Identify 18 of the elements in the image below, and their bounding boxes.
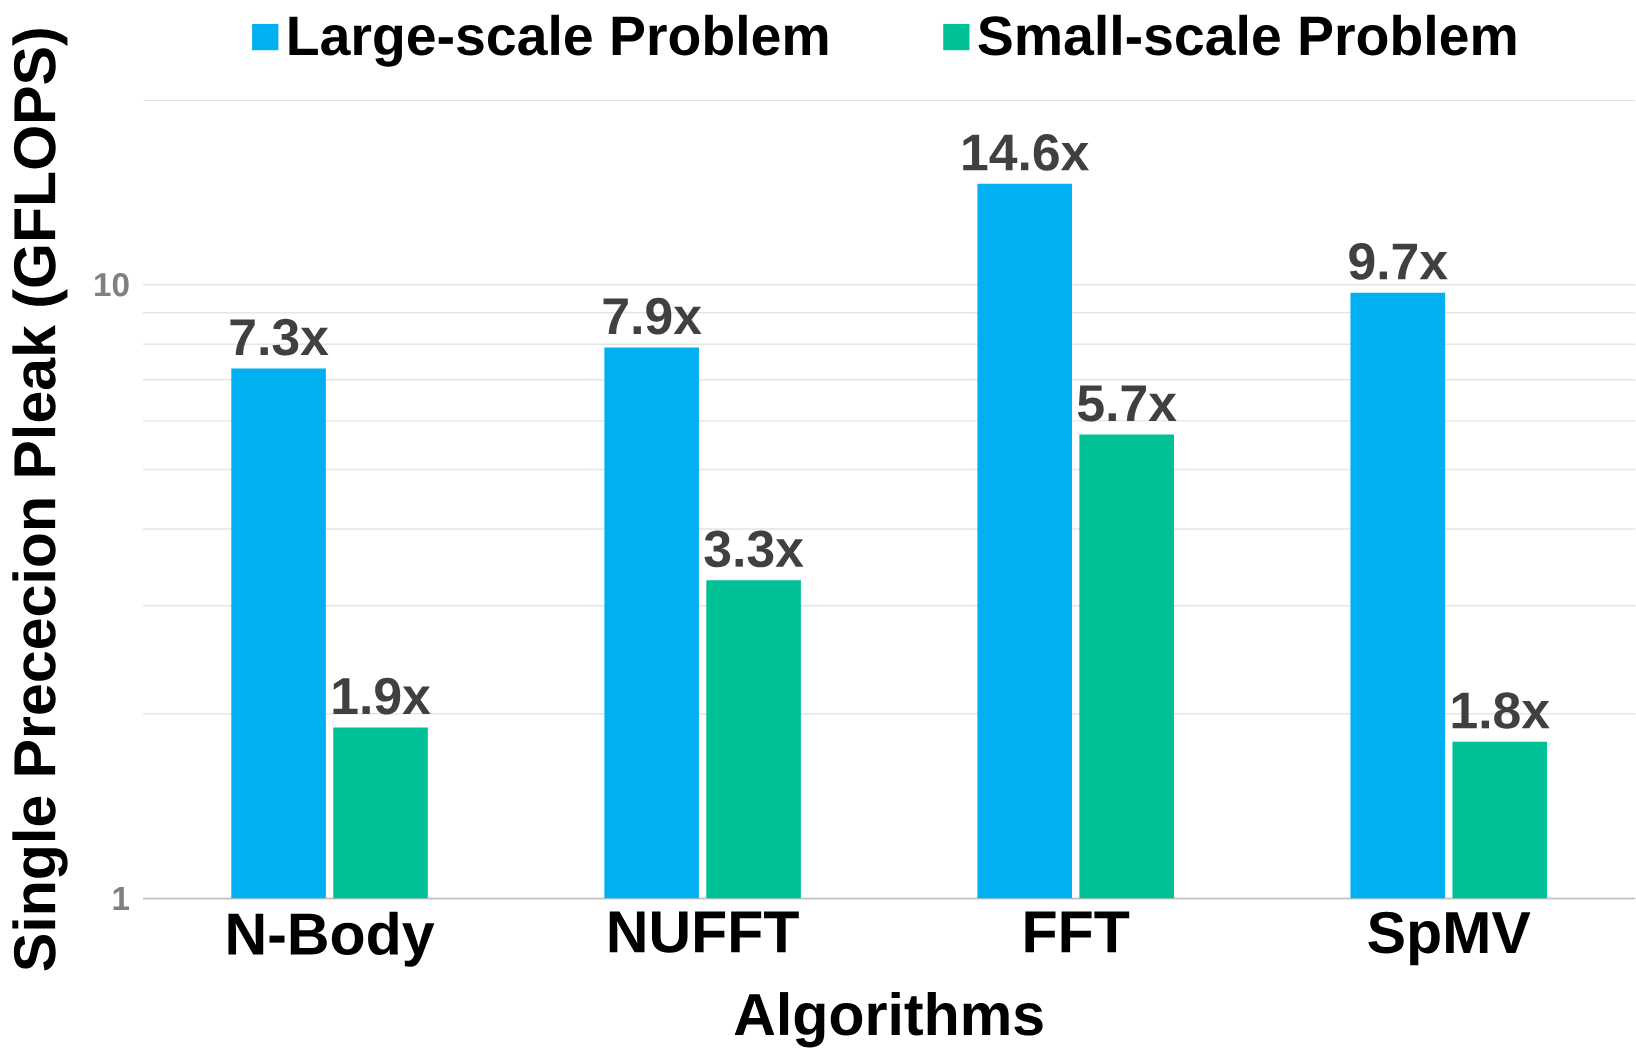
data-label: 1.9x xyxy=(333,677,431,715)
data-label: 3.3x xyxy=(704,530,804,568)
data-label: 14.6x xyxy=(963,134,1090,171)
data-label: 9.7x xyxy=(1349,243,1448,280)
legend-label: Small-scale Problem xyxy=(978,14,1516,56)
y-tick-label: 1 xyxy=(113,887,130,911)
data-label: 7.9x xyxy=(603,298,702,335)
data-label: 5.7x xyxy=(1077,385,1177,422)
x-tick-label: FFT xyxy=(1025,911,1130,953)
x-tick-label: SpMV xyxy=(1368,911,1531,966)
x-tick-label: N-Body xyxy=(228,911,435,967)
legend-label: Large-scale Problem xyxy=(289,14,828,67)
y-tick-label: 10 xyxy=(95,273,129,297)
x-axis-title: Algorithms xyxy=(734,992,1043,1048)
x-tick-label: NUFFT xyxy=(609,911,799,953)
data-label: 1.8x xyxy=(1452,692,1550,729)
y-axis-title: Single Prececion Pleak (GFLOPS) xyxy=(12,29,68,971)
data-label: 7.3x xyxy=(230,318,329,356)
